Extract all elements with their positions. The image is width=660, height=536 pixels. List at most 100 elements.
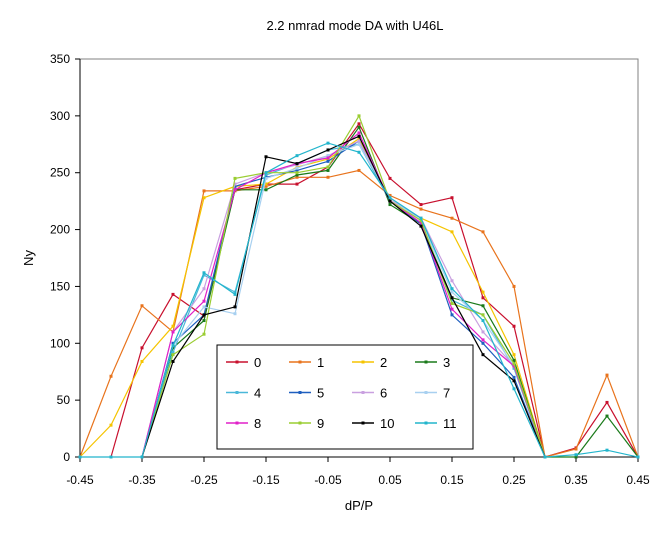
data-point <box>636 455 640 459</box>
data-point <box>78 455 82 459</box>
data-point <box>295 173 299 177</box>
legend-label: 6 <box>380 386 387 401</box>
data-point <box>512 358 516 362</box>
legend-label: 9 <box>317 416 324 431</box>
x-tick-label: -0.05 <box>314 473 342 487</box>
data-point <box>512 353 516 357</box>
data-point <box>326 165 330 169</box>
y-tick-label: 200 <box>50 223 70 237</box>
series-line <box>141 131 546 458</box>
data-point <box>450 290 454 294</box>
series-11 <box>78 141 640 459</box>
data-point <box>512 366 516 370</box>
data-point <box>140 359 144 363</box>
data-point <box>140 304 144 308</box>
data-point <box>202 189 206 193</box>
data-point <box>295 166 299 170</box>
y-tick-label: 350 <box>50 52 70 66</box>
data-point <box>140 346 144 350</box>
data-point <box>140 455 144 459</box>
x-tick-label: -0.15 <box>252 473 280 487</box>
legend-marker <box>361 360 365 364</box>
data-point <box>512 324 516 328</box>
data-point <box>109 423 113 427</box>
data-point <box>326 156 330 160</box>
data-point <box>388 176 392 180</box>
legend-marker <box>298 391 302 394</box>
data-point <box>450 301 454 305</box>
legend-label: 2 <box>380 355 387 370</box>
data-point <box>450 313 454 317</box>
y-tick-label: 300 <box>50 109 70 123</box>
legend-item-11: 11 <box>415 416 457 431</box>
legend-item-6: 6 <box>352 386 387 401</box>
y-tick-label: 50 <box>57 393 71 407</box>
legend-label: 10 <box>380 416 394 431</box>
data-point <box>233 184 237 188</box>
legend-item-8: 8 <box>226 416 261 431</box>
data-point <box>450 230 454 234</box>
data-point <box>419 207 423 211</box>
data-point <box>233 292 237 296</box>
data-point <box>233 305 237 309</box>
data-point <box>233 182 237 186</box>
data-point <box>481 330 485 334</box>
data-point <box>450 307 454 311</box>
legend-label: 1 <box>317 355 324 370</box>
data-point <box>450 196 454 200</box>
data-point <box>481 230 485 234</box>
data-point <box>419 224 423 228</box>
y-tick-label: 150 <box>50 279 70 293</box>
series-line <box>141 135 546 458</box>
data-point <box>512 379 516 383</box>
data-point <box>419 203 423 207</box>
series-line <box>141 140 546 458</box>
data-point <box>357 142 361 146</box>
legend-marker <box>424 421 428 425</box>
legend-label: 8 <box>254 416 261 431</box>
y-tick-label: 100 <box>50 336 70 350</box>
legend-marker <box>298 421 302 425</box>
data-point <box>512 375 516 379</box>
data-point <box>574 453 578 457</box>
y-tick-label: 250 <box>50 166 70 180</box>
data-point <box>605 414 609 418</box>
data-point <box>233 188 237 192</box>
data-point <box>295 171 299 175</box>
data-point <box>264 171 268 175</box>
data-point <box>171 350 175 354</box>
data-point <box>450 296 454 300</box>
x-tick-label: 0.15 <box>440 473 464 487</box>
data-point <box>264 188 268 192</box>
data-point <box>357 168 361 172</box>
data-point <box>109 455 113 459</box>
data-point <box>295 175 299 179</box>
data-point <box>109 374 113 378</box>
x-axis-label: dP/P <box>345 498 373 513</box>
legend-marker <box>235 421 239 425</box>
legend-label: 4 <box>254 386 261 401</box>
data-point <box>450 298 454 302</box>
data-point <box>171 344 175 348</box>
legend-label: 5 <box>317 386 324 401</box>
data-point <box>357 131 361 135</box>
data-point <box>326 154 330 158</box>
data-point <box>295 168 299 172</box>
y-tick-label: 0 <box>63 450 70 464</box>
data-point <box>419 221 423 225</box>
data-point <box>202 332 206 336</box>
legend-label: 3 <box>443 355 450 370</box>
data-point <box>202 305 206 309</box>
data-point <box>171 330 175 334</box>
series-line <box>79 137 546 458</box>
data-point <box>388 203 392 207</box>
legend: 0 1 2 3 4 5 6 7 8 9 10 11 <box>216 344 474 450</box>
legend-item-2: 2 <box>352 355 387 370</box>
data-point <box>171 359 175 363</box>
chart-title: 2.2 nmrad mode DA with U46L <box>266 18 443 33</box>
data-point <box>171 324 175 328</box>
data-point <box>326 168 330 172</box>
data-point <box>543 455 547 459</box>
